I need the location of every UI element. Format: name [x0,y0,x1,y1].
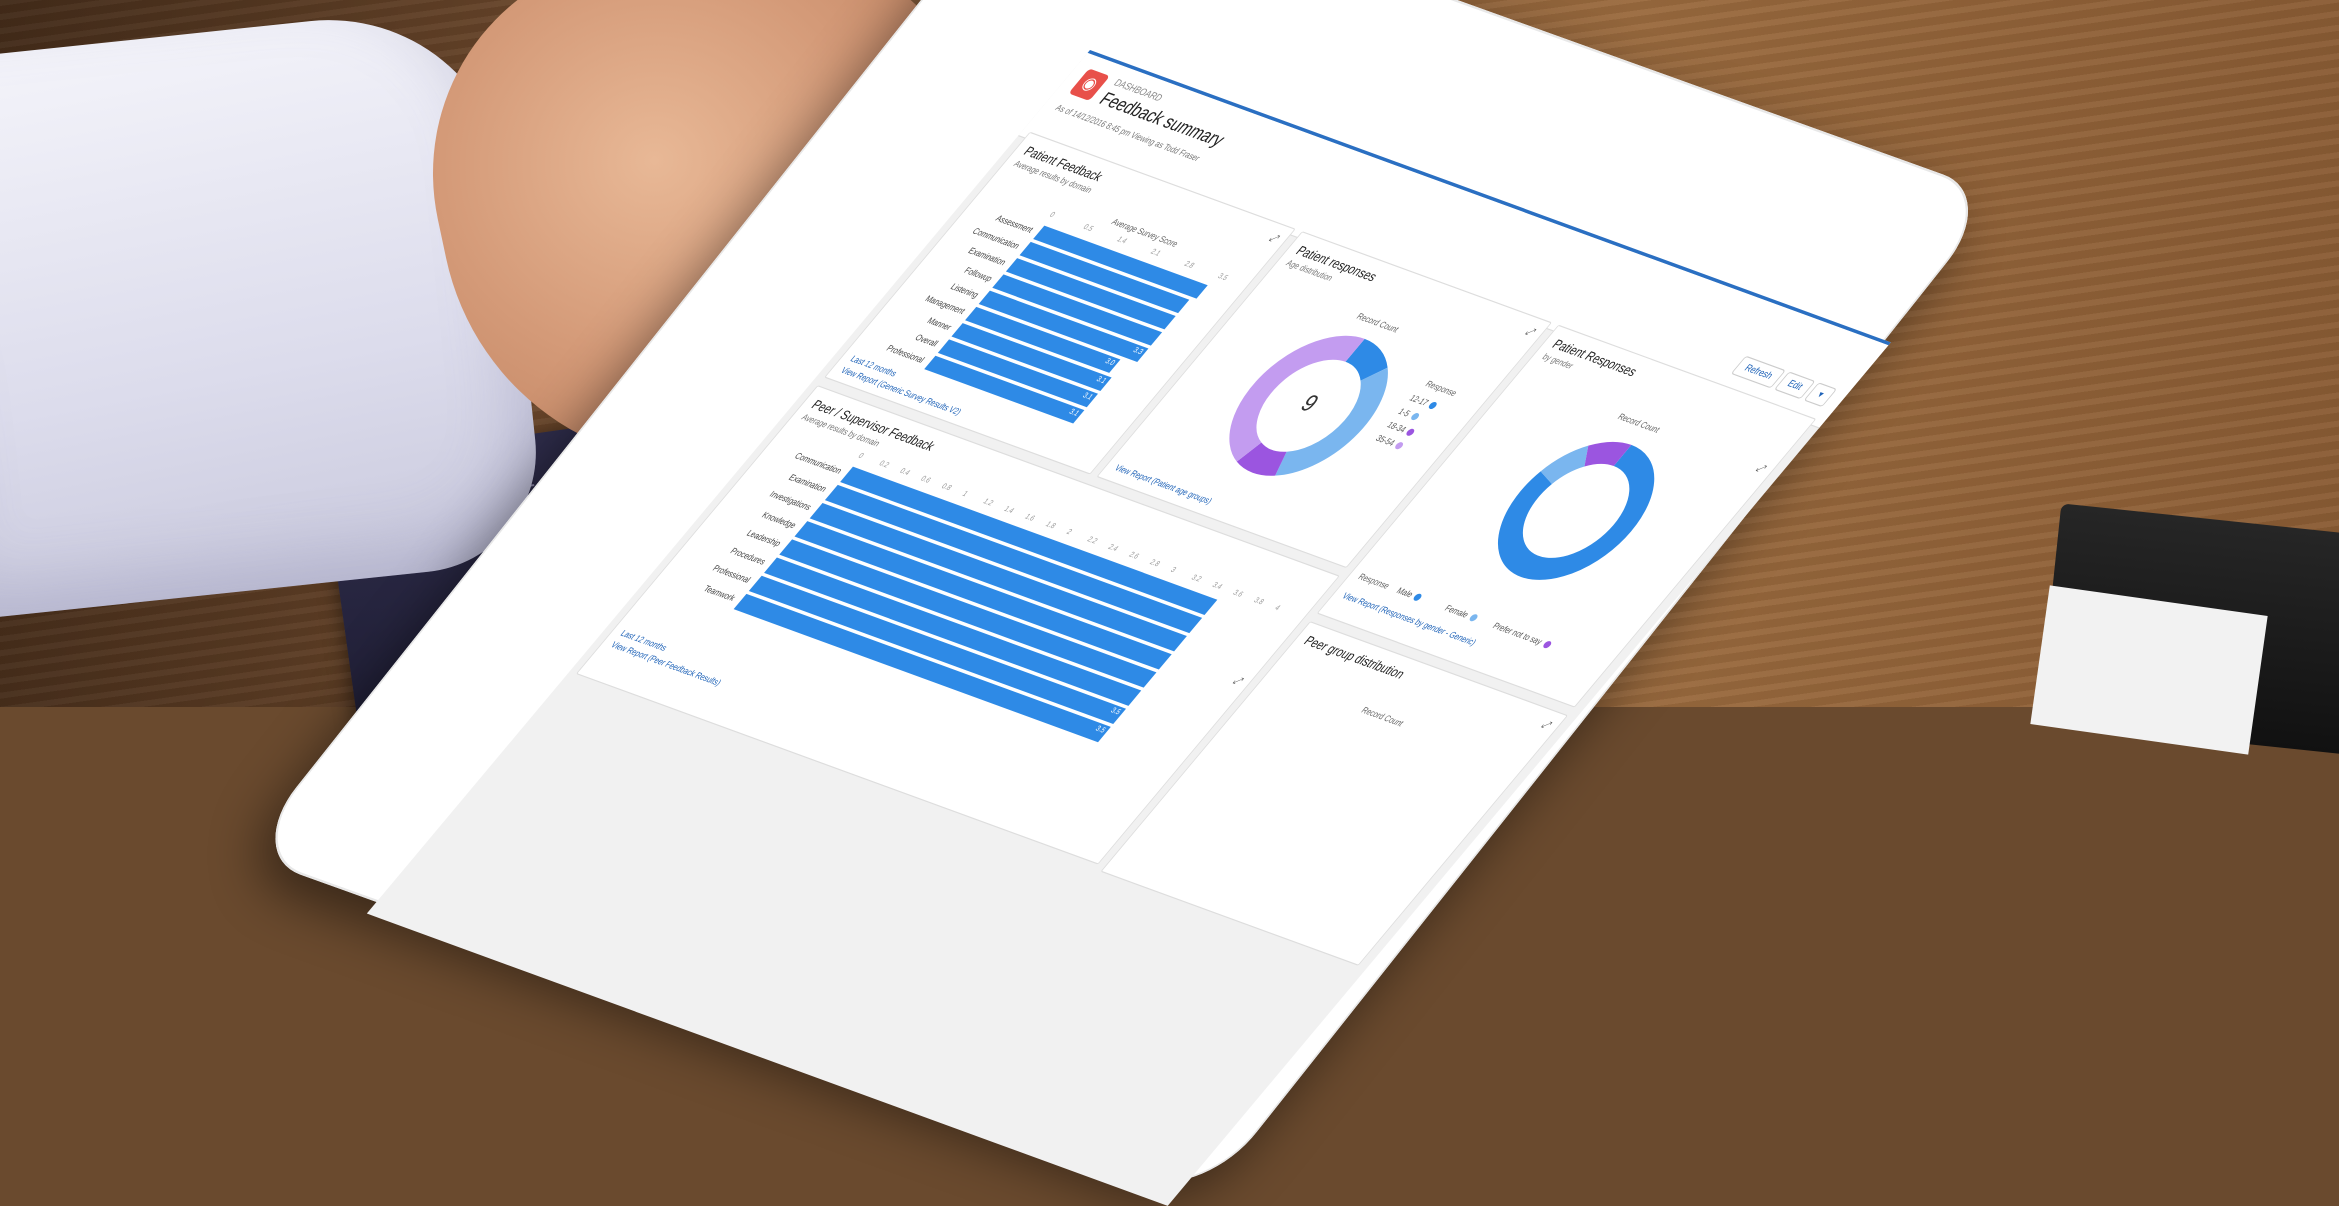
tick-label: 0.8 [939,482,953,493]
legend-item[interactable]: 18-34 [1385,420,1417,438]
bar-value-label: 3.1 [1066,408,1081,418]
legend-label: Female [1442,603,1471,620]
tick-label: 2.8 [1147,558,1162,569]
chart-label: Record Count [1615,411,1663,435]
donut-slice[interactable] [1275,367,1391,476]
donut-slice[interactable] [1236,442,1288,476]
tick-label: 3.6 [1230,589,1245,599]
legend-swatch [1541,640,1553,650]
tick-label: 1.8 [1043,520,1057,531]
legend-swatch [1404,428,1417,438]
expand-icon[interactable]: ⤢ [1266,232,1282,246]
legend-label: Prefer not to say [1490,620,1545,647]
legend-swatch [1467,613,1479,623]
tick-label: 0.6 [918,475,933,485]
tick-label: 0 [856,452,865,461]
tick-label: 1.6 [1022,513,1037,523]
paper-sheet [2030,585,2268,755]
tick-label: 1 [960,490,969,499]
tick-label: 2.8 [1182,260,1196,271]
tick-label: 2.6 [1126,551,1141,561]
tick-label: 2.1 [1148,248,1162,258]
patient-responses-panel: Patient responses Age distribution ⤢ Rec… [1096,231,1553,569]
gender-donut-chart [1483,438,1669,583]
legend-label: 18-34 [1384,419,1409,435]
tick-label: 0.2 [876,460,891,470]
legend-title: Response [1355,571,1392,591]
tick-label: 1.2 [981,498,995,508]
donut-slice[interactable] [1583,441,1632,467]
chart-label: Record Count [1359,705,1406,729]
legend-item[interactable]: 12-17 [1407,393,1439,411]
legend-item[interactable]: 35-54 [1374,433,1406,451]
bar-value-label: 3.0 [1103,357,1117,368]
tick-label: 0 [1047,211,1057,220]
bar-value-label: 3.1 [1080,392,1095,402]
donut-slice[interactable] [1540,445,1589,485]
expand-icon[interactable]: ⤢ [1753,462,1769,476]
tick-label: 4 [1272,604,1282,613]
tick-label: 1.4 [1001,505,1016,516]
donut-slice[interactable] [1219,333,1365,462]
legend-item[interactable]: Prefer not to say [1490,621,1553,650]
legend-item[interactable]: Male [1394,586,1424,603]
tick-label: 1.4 [1114,235,1129,246]
tick-label: 2 [1064,528,1074,537]
dashboard-grid: Patient Feedback Average results by doma… [373,131,1818,1204]
bar-value-label: 3.5 [1093,725,1107,735]
expand-icon[interactable]: ⤢ [1522,325,1538,339]
tick-label: 2.4 [1106,543,1120,554]
tick-label: 3.8 [1251,596,1266,607]
tick-label: 2.2 [1085,536,1099,546]
patient-gender-panel: Patient Responses by gender ⤢ Record Cou… [1316,324,1817,708]
bar-value-label: 3.1 [1094,375,1108,386]
legend-label: Male [1394,585,1416,600]
legend-item[interactable]: 1-5 [1396,407,1421,422]
tick-label: 3.2 [1189,574,1203,584]
tablet-screen: ◉ DASHBOARD Feedback summary As of 14/12… [366,50,1891,1206]
legend-label: 35-54 [1373,433,1398,448]
bar-value-label: 3.3 [1131,346,1145,357]
tick-label: 3.4 [1210,581,1224,592]
legend-swatch [1411,593,1424,603]
legend-label: 12-17 [1407,393,1431,408]
legend-title: Response [1423,379,1460,399]
donut-slice[interactable] [1483,438,1669,583]
tick-label: 0.5 [1081,223,1095,234]
tick-label: 3.5 [1215,272,1230,283]
legend-swatch [1427,401,1439,411]
age-donut-chart [1219,333,1391,476]
tick-label: 0.4 [897,467,912,478]
donut-slice[interactable] [1344,338,1388,382]
expand-icon[interactable]: ⤢ [1538,718,1554,732]
tick-label: 3 [1168,566,1178,575]
bar-value-label: 3.5 [1108,706,1123,717]
legend-swatch [1408,412,1421,422]
legend-swatch [1393,441,1405,451]
legend-item[interactable]: Female [1442,603,1479,623]
